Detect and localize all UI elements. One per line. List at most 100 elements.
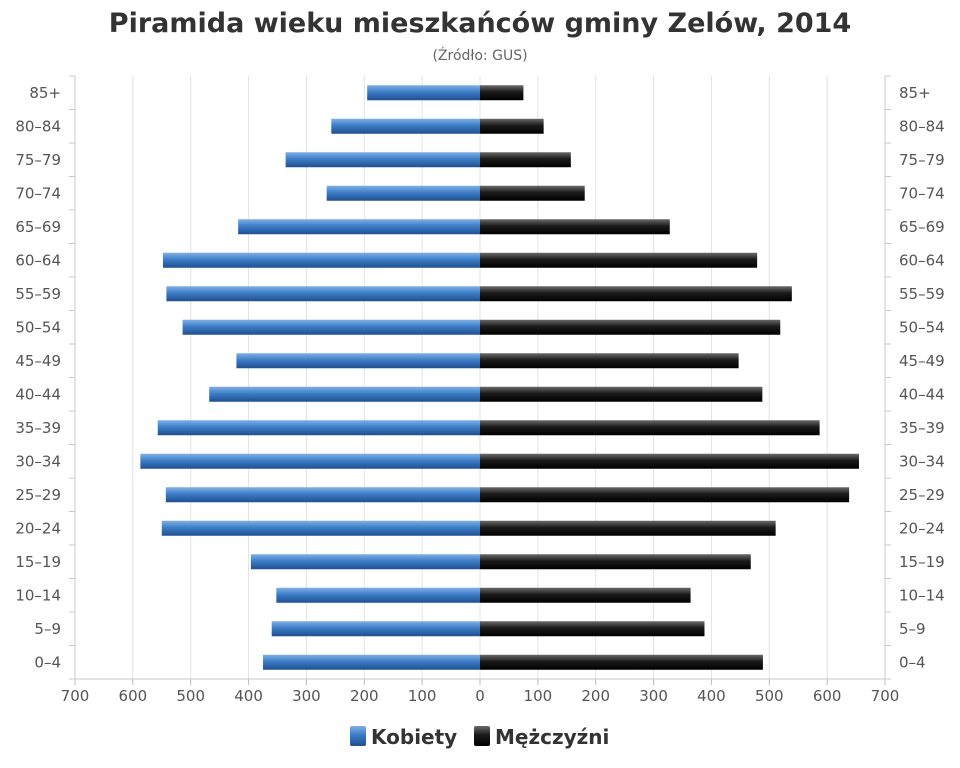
bar-kobiety (182, 319, 480, 335)
bar-mezczyzni (480, 219, 670, 235)
bar-kobiety (276, 587, 480, 603)
bar-mezczyzni (480, 319, 781, 335)
bar-kobiety (236, 353, 480, 369)
x-tick-label: 500 (176, 687, 205, 705)
category-label-right: 20–24 (899, 519, 945, 537)
bar-mezczyzni (480, 554, 751, 570)
legend[interactable]: Kobiety Mężczyźni (350, 725, 609, 749)
bar-mezczyzni (480, 252, 758, 268)
x-tick-label: 200 (581, 687, 610, 705)
category-label-right: 40–44 (899, 385, 945, 403)
category-label-right: 5–9 (899, 620, 926, 638)
category-label-right: 85+ (899, 84, 931, 102)
category-label-left: 35–39 (15, 419, 61, 437)
bar-kobiety (140, 453, 480, 469)
category-label-left: 10–14 (15, 586, 61, 604)
bar-kobiety (162, 252, 480, 268)
legend-item-kobiety[interactable]: Kobiety (350, 725, 457, 749)
bar-kobiety (250, 554, 480, 570)
category-label-left: 50–54 (15, 318, 61, 336)
category-label-left: 15–19 (15, 553, 61, 571)
x-tick-label: 100 (408, 687, 437, 705)
bar-mezczyzni (480, 520, 776, 536)
category-label-left: 70–74 (15, 184, 61, 202)
category-label-right: 45–49 (899, 352, 945, 370)
category-label-left: 75–79 (15, 151, 61, 169)
bar-kobiety (157, 420, 480, 436)
bar-mezczyzni (480, 185, 585, 201)
category-label-right: 10–14 (899, 586, 945, 604)
category-label-right: 70–74 (899, 184, 945, 202)
x-tick-label: 100 (524, 687, 553, 705)
bar-mezczyzni (480, 587, 691, 603)
x-tick-label: 200 (350, 687, 379, 705)
x-tick-label: 0 (475, 687, 485, 705)
x-tick-label: 300 (292, 687, 321, 705)
bar-kobiety (331, 118, 480, 134)
bar-mezczyzni (480, 85, 524, 101)
category-label-left: 0–4 (34, 653, 61, 671)
category-label-right: 15–19 (899, 553, 945, 571)
category-label-left: 20–24 (15, 519, 61, 537)
x-tick-label: 300 (639, 687, 668, 705)
category-label-right: 75–79 (899, 151, 945, 169)
x-tick-label: 600 (813, 687, 842, 705)
axes (69, 75, 891, 685)
x-tick-label: 600 (119, 687, 148, 705)
x-tick-label: 700 (871, 687, 900, 705)
grid-lines (132, 76, 828, 679)
x-tick-label: 700 (61, 687, 90, 705)
bar-mezczyzni (480, 353, 739, 369)
bar-mezczyzni (480, 487, 850, 503)
bar-kobiety (367, 85, 480, 101)
category-label-left: 65–69 (15, 218, 61, 236)
category-label-right: 0–4 (899, 653, 926, 671)
legend-label-kobiety: Kobiety (371, 725, 457, 749)
category-label-left: 55–59 (15, 285, 61, 303)
category-label-right: 80–84 (899, 117, 945, 135)
category-label-left: 45–49 (15, 352, 61, 370)
category-labels: 85+ 85+ 80–84 80–84 75–79 75–79 70–74 70–74 65–6… (15, 84, 944, 672)
category-label-left: 85+ (29, 84, 61, 102)
x-tick-labels: 700 600 500 400 300 200 100 0 100 200 300 400 500 600… (61, 687, 900, 705)
bar-mezczyzni (480, 453, 859, 469)
category-label-left: 80–84 (15, 117, 61, 135)
x-tick-label: 500 (755, 687, 784, 705)
bar-kobiety (209, 386, 480, 402)
bar-kobiety (165, 487, 481, 503)
category-label-left: 25–29 (15, 486, 61, 504)
category-label-right: 55–59 (899, 285, 945, 303)
bar-kobiety (161, 520, 481, 536)
category-label-right: 30–34 (899, 452, 945, 470)
bar-mezczyzni (480, 118, 544, 134)
bar-mezczyzni (480, 152, 571, 168)
chart-subtitle: (Źródło: GUS) (432, 46, 527, 64)
bar-mezczyzni (480, 621, 705, 637)
bar-kobiety (263, 654, 480, 670)
legend-swatch-mezczyzni (474, 726, 490, 746)
bar-mezczyzni (480, 420, 820, 436)
bars (140, 85, 859, 670)
bar-mezczyzni (480, 286, 792, 302)
category-label-right: 25–29 (899, 486, 945, 504)
legend-item-mezczyzni[interactable]: Mężczyźni (474, 725, 609, 749)
bar-kobiety (271, 621, 480, 637)
category-label-right: 50–54 (899, 318, 945, 336)
category-label-right: 60–64 (899, 251, 945, 269)
bar-mezczyzni (480, 654, 763, 670)
bar-kobiety (326, 185, 480, 201)
category-label-left: 60–64 (15, 251, 61, 269)
category-label-right: 35–39 (899, 419, 945, 437)
category-label-right: 65–69 (899, 218, 945, 236)
legend-label-mezczyzni: Mężczyźni (495, 725, 609, 749)
bar-mezczyzni (480, 386, 763, 402)
legend-swatch-kobiety (350, 726, 366, 746)
category-label-left: 40–44 (15, 385, 61, 403)
x-tick-label: 400 (234, 687, 263, 705)
bar-kobiety (238, 219, 480, 235)
category-label-left: 5–9 (34, 620, 61, 638)
x-tick-label: 400 (697, 687, 726, 705)
bar-kobiety (166, 286, 480, 302)
